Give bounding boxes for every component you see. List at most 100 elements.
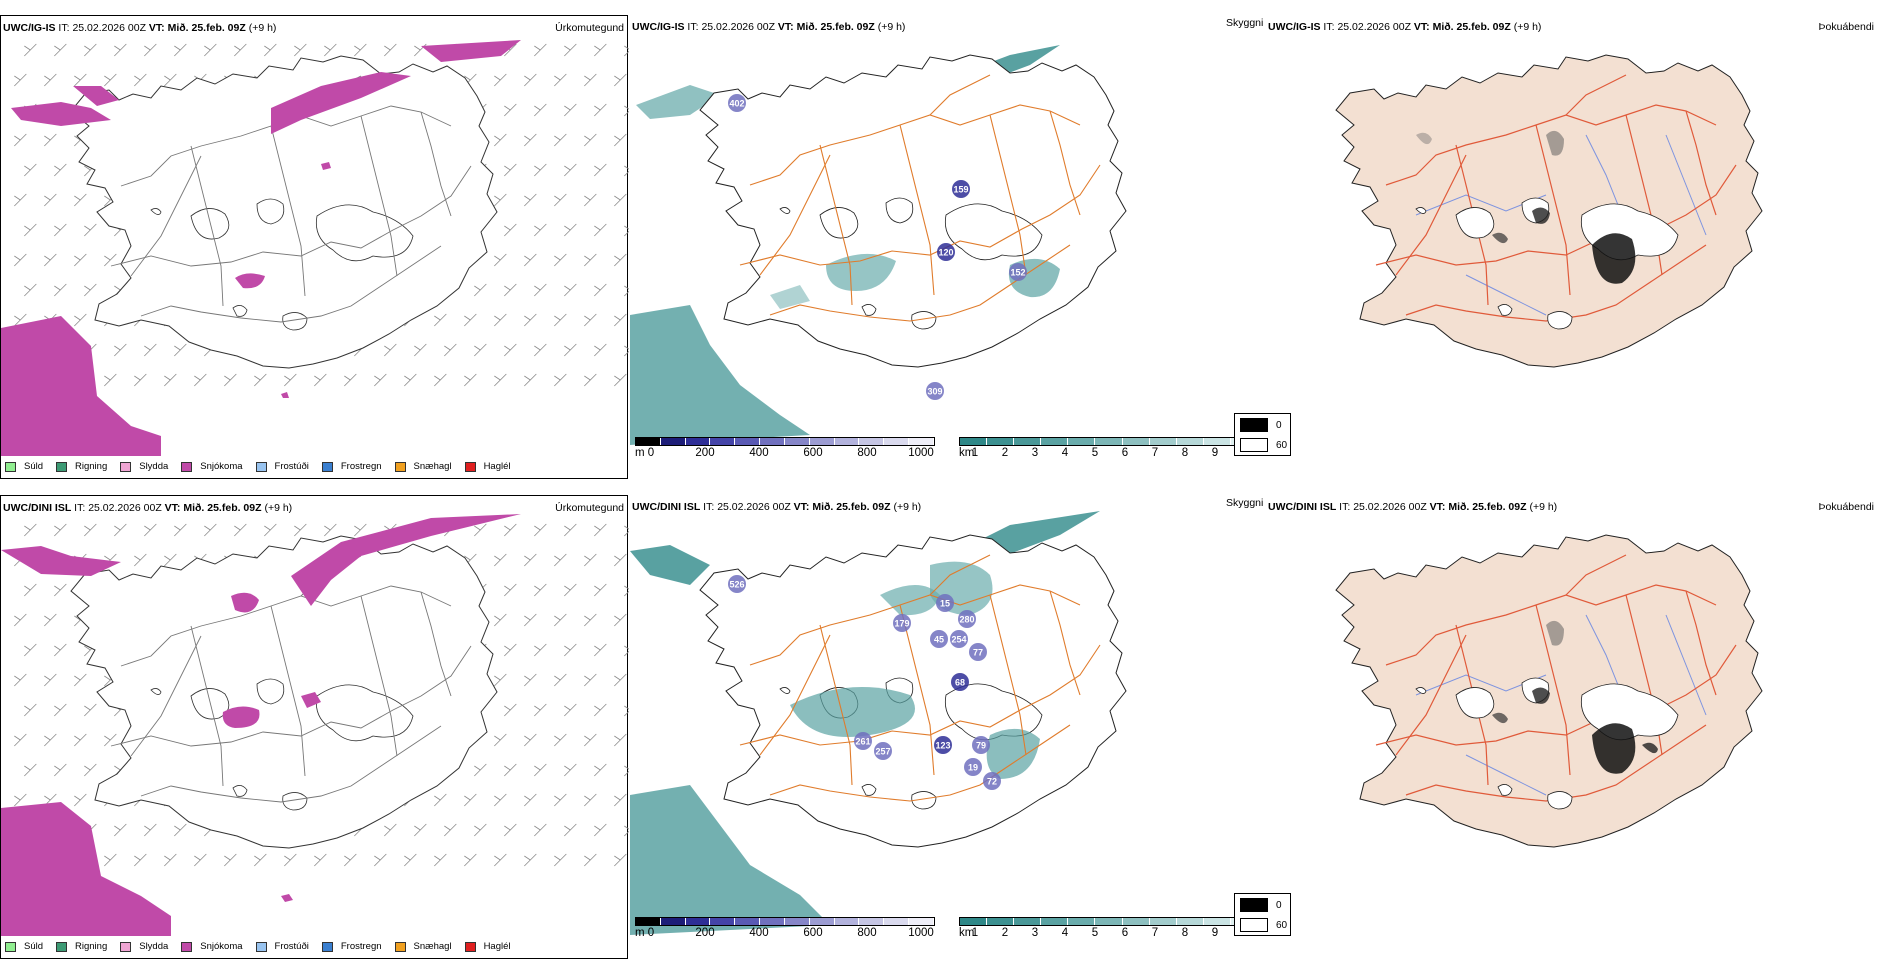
elevation-spot [926, 382, 944, 400]
fog-legend-label: 60 [1276, 919, 1288, 931]
wind-barb [614, 733, 627, 747]
wind-barb [504, 823, 517, 837]
wind-barb [464, 793, 477, 807]
wind-barb [494, 673, 507, 687]
scale-cell [760, 918, 785, 925]
scale-tick-label: 400 [749, 927, 769, 939]
road-line [140, 245, 442, 323]
wind-barb [354, 523, 367, 537]
glacier-outline [1455, 687, 1495, 719]
wind-barb [614, 73, 627, 87]
wind-barb [164, 553, 177, 567]
wind-barb [504, 343, 517, 357]
road-line [1375, 644, 1737, 746]
legend-label: Frostregn [340, 941, 382, 952]
elevation-spot-label: 179 [894, 619, 909, 629]
road-line [929, 554, 991, 596]
wind-barb [534, 343, 547, 357]
wind-barb [554, 253, 567, 267]
legend-swatch [181, 941, 193, 952]
wind-barb [584, 373, 597, 387]
wind-barb [594, 43, 607, 57]
scale-cells [635, 917, 935, 926]
wind-barb [594, 223, 607, 237]
scale-cell [710, 918, 736, 925]
wind-barb [534, 823, 547, 837]
precip-map-row2 [1, 514, 629, 936]
wind-barb [144, 43, 157, 57]
wind-barb [74, 733, 87, 747]
wind-barb [584, 733, 597, 747]
precip-map-row1 [1, 40, 629, 456]
wind-barb [564, 703, 577, 717]
wind-barb [564, 343, 577, 357]
wind-barb [554, 613, 567, 627]
wind-barb [24, 763, 37, 777]
wind-barb [534, 43, 547, 57]
wind-barb [354, 43, 367, 57]
wind-barb [54, 283, 67, 297]
wind-barb [504, 763, 517, 777]
glacier-outline [1415, 207, 1427, 214]
wind-barb [414, 823, 427, 837]
fog-legend-label: 60 [1276, 439, 1288, 451]
fog-legend-swatch [1240, 918, 1268, 932]
low-visibility-area [630, 305, 810, 445]
legend-swatch [5, 941, 16, 952]
legend-item: Frostregn [321, 461, 382, 472]
wind-barb [234, 43, 247, 57]
wind-barb [24, 163, 37, 177]
road-line [749, 584, 1081, 666]
wind-barb [624, 645, 629, 657]
low-visibility-area [986, 728, 1040, 779]
precip-legend: Súld Rigning Slydda Snjókoma Frostúði Frostre… [5, 461, 524, 472]
scale-cell [1095, 438, 1123, 445]
scale-tick-label: 800 [857, 927, 877, 939]
snowfall-area [271, 72, 411, 134]
panel-label: Þokuábendi [1818, 501, 1874, 513]
road-line [190, 625, 224, 787]
scale-unit: km [959, 447, 975, 459]
scale-cell [760, 438, 785, 445]
road-line [759, 634, 831, 756]
snowfall-area [291, 514, 521, 606]
wind-barb [564, 643, 577, 657]
fog-indicator-area [1416, 132, 1432, 145]
wind-barb [14, 613, 27, 627]
road-line [899, 604, 935, 776]
wind-barb [494, 373, 507, 387]
road-line [1535, 124, 1571, 296]
elevation-spot [964, 758, 982, 776]
panel-title: UWC/IG-IS IT: 25.02.2026 00Z VT: Mið. 25… [1268, 21, 1542, 33]
wind-barb [44, 613, 57, 627]
wind-barb [524, 73, 537, 87]
elevation-spot [937, 243, 955, 261]
elevation-spot [936, 594, 954, 612]
wind-barb [104, 853, 117, 867]
wind-barb [54, 643, 67, 657]
wind-barb [404, 853, 417, 867]
panel-label: Þokuábendi [1818, 21, 1874, 33]
legend-label: Slydda [139, 461, 169, 472]
legend-item: Súld [5, 461, 43, 472]
scale-cell [909, 918, 934, 925]
legend-swatch [464, 941, 476, 952]
legend-swatch [321, 941, 333, 952]
wind-barb [494, 193, 507, 207]
wind-barb [14, 133, 27, 147]
elevation-spot [969, 643, 987, 661]
scale-cell [685, 918, 711, 925]
snowfall-area [73, 86, 119, 106]
wind-barb [614, 793, 627, 807]
fog-indicator-area [1532, 687, 1550, 704]
wind-barb [524, 733, 537, 747]
scale-cell [685, 438, 711, 445]
legend-item: Snæhagl [394, 941, 452, 952]
wind-barb [204, 43, 217, 57]
road-line [929, 74, 991, 116]
wind-barb [614, 373, 627, 387]
wind-barb [204, 523, 217, 537]
low-visibility-area [630, 785, 830, 935]
elevation-spot-label: 257 [875, 747, 890, 757]
scale-cell [884, 918, 910, 925]
